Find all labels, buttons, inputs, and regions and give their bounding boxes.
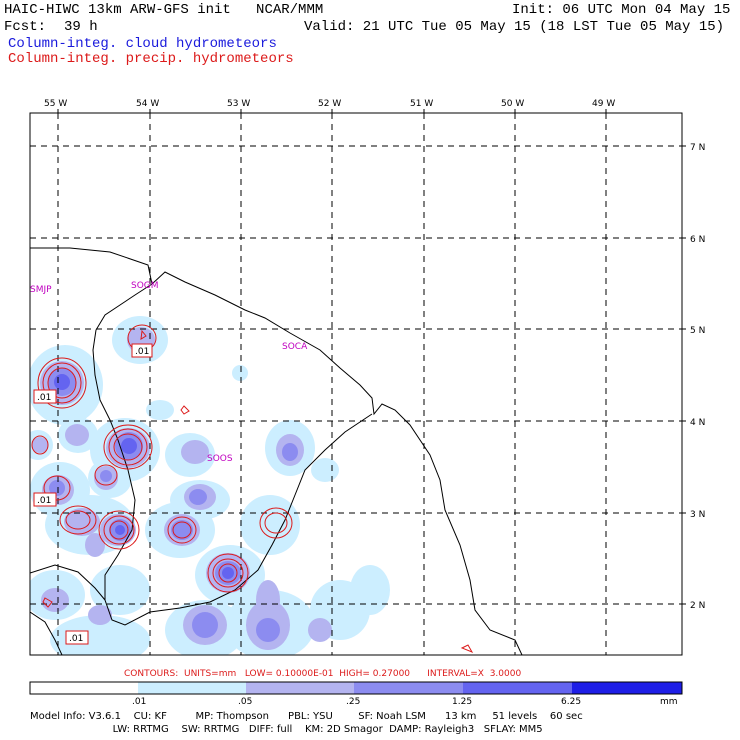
station-sogm: SOGM [131, 281, 159, 291]
valid-time: Valid: 21 UTC Tue 05 May 15 (18 LST Tue … [304, 19, 725, 35]
lat-lon-grid [30, 113, 682, 655]
precip-field-label: Column-integ. precip. hydrometeors [8, 51, 294, 67]
colorbar: .01 .05 .25 1.25 6.25 mm [29, 681, 683, 707]
contour-label: .01 [69, 634, 83, 644]
contour-label: .01 [37, 393, 51, 403]
longitude-labels: 55 W 54 W 53 W 52 W 51 W 50 W 49 W [44, 99, 615, 109]
cloud-shading [30, 316, 390, 655]
model-info-line-2: LW: RRTMG SW: RRTMG DIFF: full KM: 2D Sm… [30, 724, 543, 735]
colorbar-segment [463, 682, 572, 694]
coastline [30, 247, 523, 655]
station-soos: SOOS [207, 454, 233, 464]
lat-label: 4 N [690, 418, 705, 428]
init-time: Init: 06 UTC Mon 04 May 15 [512, 2, 731, 18]
latitude-labels: 7 N 6 N 5 N 4 N 3 N 2 N [690, 143, 705, 611]
lon-label: 50 W [501, 99, 524, 109]
lat-label: 2 N [690, 601, 705, 611]
station-soca: SOCA [282, 342, 308, 352]
model-info-line-1: Model Info: V3.6.1 CU: KF MP: Thompson P… [30, 711, 583, 722]
colorbar-tick: .05 [238, 697, 252, 707]
lat-label: 3 N [690, 510, 705, 520]
lon-label: 54 W [136, 99, 159, 109]
lon-label: 55 W [44, 99, 67, 109]
lat-label: 7 N [690, 143, 705, 153]
contour-label: .01 [135, 347, 149, 357]
colorbar-segment [354, 682, 463, 694]
contour-label: .01 [37, 496, 51, 506]
lat-label: 5 N [690, 326, 705, 336]
axis-ticks [57, 109, 686, 605]
plot-frame [29, 112, 683, 656]
lon-label: 51 W [410, 99, 433, 109]
contour-labels: .01 .01 .01 .01 [33, 343, 153, 645]
station-labels: SMJP SOGM SOCA SOOS [30, 281, 308, 464]
lon-label: 49 W [592, 99, 615, 109]
forecast-hour: 39 h [64, 19, 98, 35]
cloud-field-label: Column-integ. cloud hydrometeors [8, 36, 277, 52]
colorbar-tick: .01 [132, 697, 146, 707]
colorbar-tick: 1.25 [452, 697, 472, 707]
colorbar-segment [30, 682, 138, 694]
forecast-label: Fcst: [4, 19, 47, 35]
contours-info: CONTOURS: UNITS=mm LOW= 0.10000E-01 HIGH… [124, 669, 521, 679]
colorbar-tick: .25 [346, 697, 360, 707]
colorbar-segment [246, 682, 354, 694]
lat-label: 6 N [690, 235, 705, 245]
colorbar-segment [138, 682, 246, 694]
map-title: HAIC-HIWC 13km ARW-GFS init NCAR/MMM [4, 2, 324, 18]
colorbar-tick: 6.25 [561, 697, 581, 707]
precip-contours [31, 324, 474, 653]
station-smjp: SMJP [30, 285, 52, 295]
colorbar-unit: mm [660, 697, 678, 707]
lon-label: 52 W [318, 99, 341, 109]
colorbar-segment [572, 682, 682, 694]
lon-label: 53 W [227, 99, 250, 109]
